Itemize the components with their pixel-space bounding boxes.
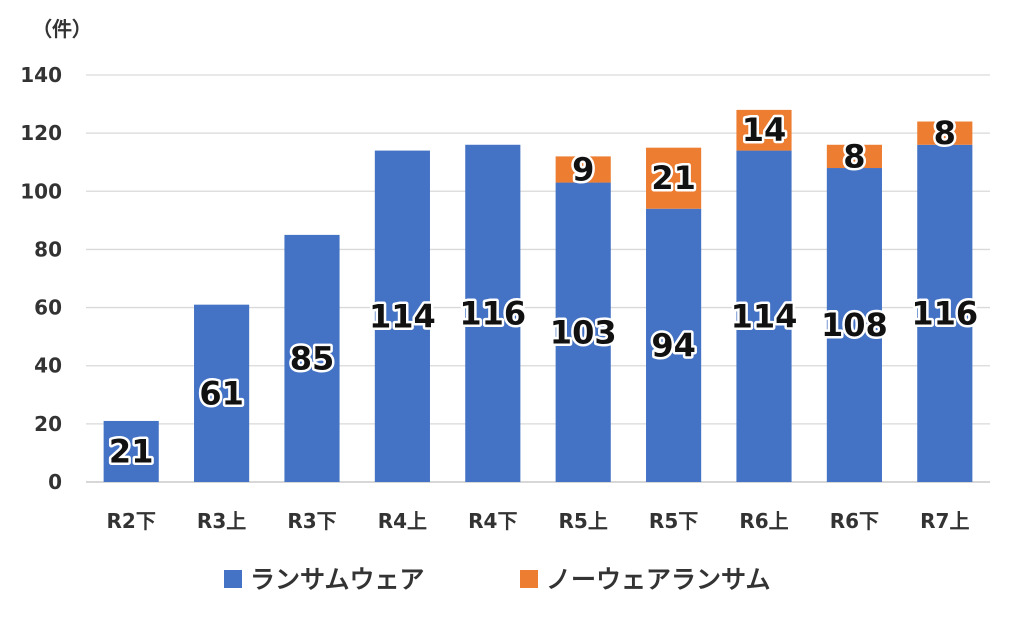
y-tick-label: 60: [34, 296, 62, 320]
data-label-noware-ransom: 8: [843, 137, 865, 175]
y-axis-tick-labels: 0 20 40 60 80 100 120 140: [20, 63, 62, 494]
bar-noware-ransom: [826, 144, 882, 169]
data-label-ransomware: 116: [911, 294, 978, 332]
bar-ransomware: [646, 208, 702, 482]
legend-swatch-ransomware: [224, 570, 242, 588]
x-tick-label: R3下: [287, 509, 336, 533]
x-tick-label: R5上: [559, 509, 608, 533]
data-label-ransomware: 85: [290, 339, 335, 377]
y-tick-label: 140: [20, 63, 62, 87]
bar-noware-ransom: [736, 109, 792, 151]
x-tick-label: R2下: [107, 509, 156, 533]
data-label-noware-ransom: 14: [742, 111, 787, 149]
data-label-ransomware: 114: [369, 297, 436, 335]
bar-ransomware: [917, 144, 973, 482]
y-tick-label: 0: [48, 470, 62, 494]
data-label-ransomware: 116: [459, 294, 526, 332]
bar-ransomware: [103, 420, 159, 482]
legend: ランサムウェア ノーウェアランサム: [224, 565, 771, 594]
bar-ransomware: [826, 168, 882, 482]
x-axis-tick-labels: R2下 R3上 R3下 R4上 R4下 R5上 R5下 R6上 R6下 R7上: [107, 509, 970, 533]
data-labels: 21 61 85 114 116 103 9 94 21 114 14 108 8 116 8: [106, 109, 980, 473]
bar-ransomware: [194, 304, 250, 482]
data-label-ransomware: 108: [821, 306, 888, 344]
bar-ransomware: [374, 150, 430, 483]
bar-ransomware: [736, 150, 792, 483]
y-axis-unit-label: （件）: [32, 17, 92, 41]
y-tick-label: 20: [34, 412, 62, 436]
data-label-noware-ransom: 8: [934, 114, 956, 152]
data-label-ransomware: 103: [550, 313, 617, 351]
legend-label-noware-ransom: ノーウェアランサム: [546, 565, 771, 594]
x-tick-label: R4上: [378, 509, 427, 533]
bar-ransomware: [284, 234, 340, 482]
data-label-ransomware: 61: [199, 374, 244, 412]
legend-label-ransomware: ランサムウェア: [250, 565, 425, 594]
legend-swatch-noware-ransom: [520, 570, 538, 588]
bar-noware-ransom: [555, 156, 611, 183]
data-label-noware-ransom: 21: [651, 159, 696, 197]
y-tick-label: 100: [20, 179, 62, 203]
x-tick-label: R5下: [649, 509, 698, 533]
data-label-ransomware: 94: [651, 326, 696, 364]
data-label-noware-ransom: 9: [572, 150, 594, 188]
bar-noware-ransom: [917, 121, 973, 145]
bar-ransomware: [555, 182, 611, 483]
bars: [103, 109, 973, 483]
data-label-ransomware: 114: [731, 297, 798, 335]
x-tick-label: R6下: [830, 509, 879, 533]
x-tick-label: R7上: [920, 509, 969, 533]
bar-noware-ransom: [646, 147, 702, 209]
y-tick-label: 120: [20, 121, 62, 145]
bar-ransomware: [465, 144, 521, 482]
data-label-ransomware: 21: [109, 432, 154, 470]
x-tick-label: R6上: [739, 509, 788, 533]
x-tick-label: R3上: [197, 509, 246, 533]
x-tick-label: R4下: [468, 509, 517, 533]
y-tick-label: 40: [34, 354, 62, 378]
y-tick-label: 80: [34, 237, 62, 261]
